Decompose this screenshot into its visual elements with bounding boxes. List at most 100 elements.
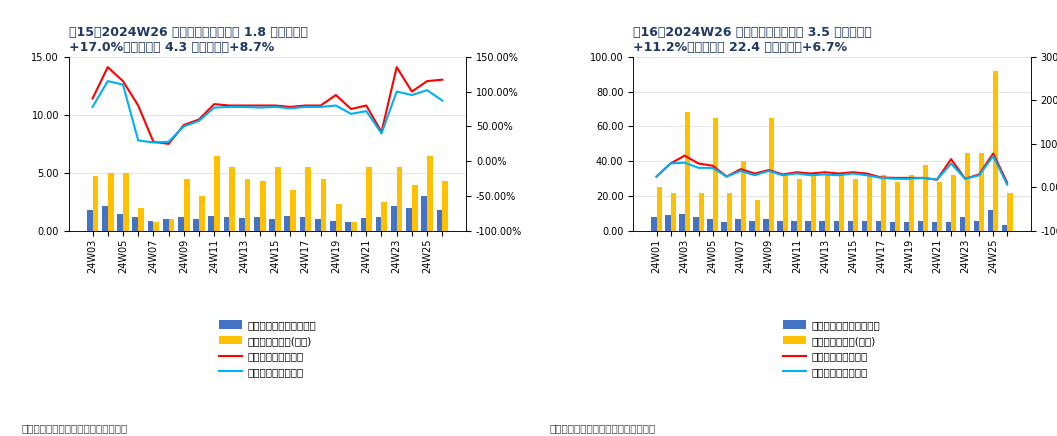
- Bar: [946, 222, 951, 231]
- 洗衣机线上销量同比: [706, 165, 719, 170]
- 洗衣机线上销量同比: [735, 168, 747, 174]
- Bar: [117, 214, 123, 231]
- 洗衣机线下销额同比: [101, 65, 114, 70]
- 洗衣机线下销量同比: [254, 105, 266, 110]
- Bar: [923, 165, 928, 231]
- 洗衣机线下销额同比: [345, 106, 357, 112]
- Bar: [239, 218, 244, 231]
- 洗衣机线上销额同比: [916, 175, 929, 181]
- Bar: [960, 217, 965, 231]
- 洗衣机线下销量同比: [360, 109, 373, 114]
- 洗衣机线上销量同比: [987, 153, 1000, 159]
- 洗衣机线上销额同比: [735, 167, 747, 172]
- 洗衣机线上销额同比: [692, 161, 705, 166]
- 洗衣机线上销额同比: [679, 153, 691, 158]
- Bar: [284, 216, 291, 231]
- Bar: [965, 153, 970, 231]
- 洗衣机线上销额同比: [1001, 180, 1014, 185]
- 洗衣机线上销额同比: [987, 151, 1000, 156]
- 洗衣机线上销额同比: [706, 163, 719, 168]
- Bar: [890, 222, 895, 231]
- Bar: [208, 216, 215, 231]
- Bar: [951, 175, 957, 231]
- Bar: [93, 177, 98, 231]
- 洗衣机线下销额同比: [360, 103, 373, 108]
- 洗衣机线上销量同比: [777, 173, 790, 178]
- Legend: 洗衣机线上销额（亿元）, 洗衣机线上销量(万台), 洗衣机线上销额同比, 洗衣机线上销量同比: 洗衣机线上销额（亿元）, 洗衣机线上销量(万台), 洗衣机线上销额同比, 洗衣机…: [783, 320, 880, 377]
- 洗衣机线上销量同比: [945, 161, 958, 166]
- 洗衣机线上销量同比: [804, 173, 817, 178]
- 洗衣机线上销额同比: [945, 157, 958, 162]
- Bar: [442, 181, 448, 231]
- Bar: [755, 200, 760, 231]
- Bar: [351, 222, 357, 231]
- 洗衣机线下销额同比: [299, 103, 312, 108]
- Bar: [880, 175, 886, 231]
- 洗衣机线下销额同比: [314, 103, 327, 108]
- Bar: [938, 182, 943, 231]
- 洗衣机线上销量同比: [1001, 182, 1014, 187]
- 洗衣机线下销额同比: [268, 103, 281, 108]
- 洗衣机线下销量同比: [116, 82, 129, 87]
- 洗衣机线上销额同比: [874, 175, 887, 180]
- Bar: [320, 179, 327, 231]
- Bar: [783, 175, 789, 231]
- 洗衣机线下销额同比: [390, 65, 403, 70]
- 洗衣机线上销量同比: [860, 173, 873, 178]
- Line: 洗衣机线上销量同比: 洗衣机线上销量同比: [656, 156, 1007, 184]
- Bar: [330, 221, 336, 231]
- Bar: [819, 221, 824, 231]
- 洗衣机线上销量同比: [720, 174, 733, 179]
- 洗衣机线下销额同比: [162, 141, 174, 146]
- 洗衣机线下销量同比: [299, 104, 312, 109]
- Bar: [199, 196, 205, 231]
- Bar: [656, 187, 662, 231]
- Bar: [360, 218, 367, 231]
- Bar: [132, 217, 138, 231]
- Bar: [382, 202, 387, 231]
- Bar: [291, 191, 296, 231]
- Bar: [848, 221, 853, 231]
- 洗衣机线下销量同比: [421, 88, 433, 93]
- Bar: [346, 222, 351, 231]
- 洗衣机线上销额同比: [889, 175, 902, 181]
- Bar: [178, 217, 184, 231]
- 洗衣机线上销额同比: [650, 174, 663, 179]
- Bar: [811, 175, 816, 231]
- 洗衣机线上销量同比: [762, 168, 775, 174]
- Bar: [367, 167, 372, 231]
- Bar: [867, 175, 872, 231]
- Bar: [101, 205, 108, 231]
- Bar: [153, 222, 160, 231]
- Bar: [215, 156, 220, 231]
- 洗衣机线下销量同比: [208, 105, 221, 110]
- 洗衣机线下销额同比: [406, 89, 419, 94]
- 洗衣机线下销额同比: [147, 139, 160, 144]
- 洗衣机线上销量同比: [664, 161, 676, 166]
- Bar: [904, 222, 909, 231]
- 洗衣机线上销量同比: [903, 176, 915, 181]
- Bar: [736, 219, 741, 231]
- 洗衣机线上销量同比: [791, 171, 803, 176]
- Bar: [665, 215, 670, 231]
- 洗衣机线下销量同比: [390, 89, 403, 94]
- Bar: [224, 217, 229, 231]
- Bar: [1002, 225, 1007, 231]
- Bar: [994, 71, 999, 231]
- 洗衣机线上销量同比: [931, 177, 944, 182]
- Bar: [707, 219, 712, 231]
- Bar: [427, 156, 433, 231]
- Bar: [979, 153, 984, 231]
- Bar: [988, 210, 994, 231]
- 洗衣机线下销量同比: [375, 131, 388, 136]
- Bar: [260, 181, 265, 231]
- 洗衣机线上销额同比: [833, 171, 846, 176]
- 洗衣机线上销额同比: [748, 171, 761, 176]
- Bar: [741, 161, 746, 231]
- Bar: [184, 179, 189, 231]
- Bar: [254, 217, 260, 231]
- 洗衣机线下销额同比: [116, 78, 129, 84]
- Bar: [422, 196, 427, 231]
- 洗衣机线下销量同比: [435, 98, 448, 103]
- Bar: [87, 210, 93, 231]
